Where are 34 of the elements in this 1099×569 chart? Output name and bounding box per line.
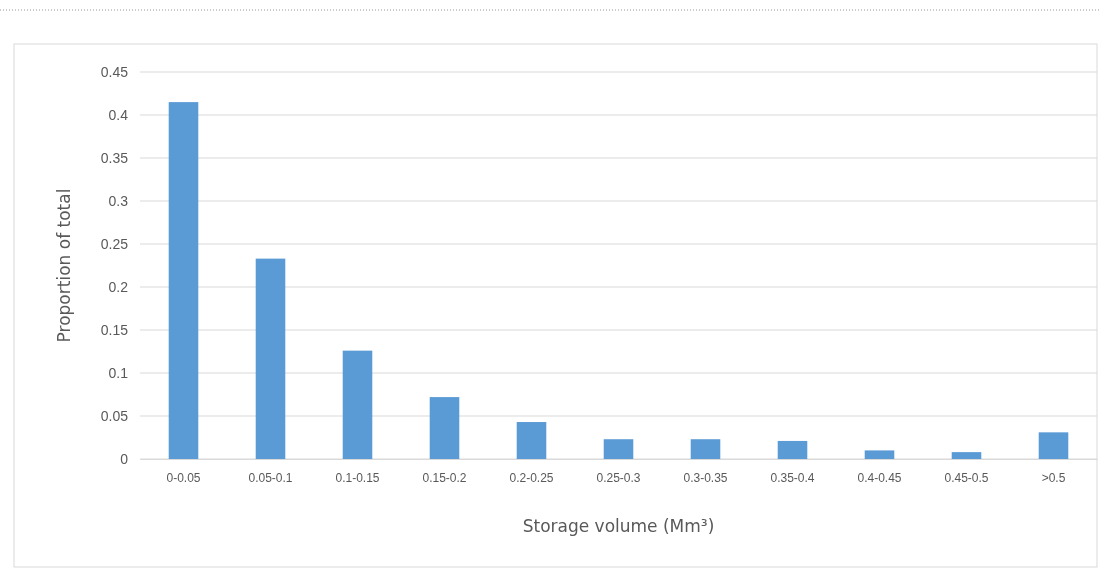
x-tick-label: 0.2-0.25 bbox=[509, 470, 554, 485]
bar bbox=[342, 350, 373, 459]
x-tick-label: 0.25-0.3 bbox=[596, 470, 641, 485]
bar bbox=[690, 439, 721, 459]
x-tick-label: 0.4-0.45 bbox=[857, 470, 902, 485]
bar bbox=[777, 440, 808, 459]
bar bbox=[168, 102, 199, 459]
x-tick-label: >0.5 bbox=[1041, 470, 1066, 485]
x-tick-label: 0.15-0.2 bbox=[422, 470, 467, 485]
bar bbox=[429, 397, 460, 459]
bar bbox=[951, 452, 982, 459]
y-tick-label: 0.45 bbox=[100, 63, 129, 80]
y-tick-label: 0.35 bbox=[100, 149, 129, 166]
x-tick-label: 0.05-0.1 bbox=[248, 470, 293, 485]
x-tick-label: 0.45-0.5 bbox=[944, 470, 989, 485]
y-tick-label: 0.2 bbox=[108, 278, 129, 295]
bar bbox=[516, 422, 547, 459]
bar bbox=[603, 439, 634, 459]
x-tick-label: 0.3-0.35 bbox=[683, 470, 728, 485]
y-tick-label: 0.4 bbox=[108, 106, 129, 123]
x-tick-label: 0.1-0.15 bbox=[335, 470, 380, 485]
y-tick-label: 0 bbox=[120, 450, 129, 467]
y-axis-title: Proportion of total bbox=[54, 188, 74, 343]
bar bbox=[1038, 432, 1069, 459]
y-tick-label: 0.3 bbox=[108, 192, 129, 209]
bar bbox=[864, 450, 895, 459]
y-tick-label: 0.05 bbox=[100, 407, 129, 424]
x-tick-label: 0.35-0.4 bbox=[770, 470, 815, 485]
x-tick-label: 0-0.05 bbox=[166, 470, 201, 485]
y-tick-label: 0.25 bbox=[100, 235, 129, 252]
y-tick-label: 0.1 bbox=[108, 364, 129, 381]
y-tick-label: 0.15 bbox=[100, 321, 129, 338]
bar bbox=[255, 258, 286, 459]
x-axis-title: Storage volume (Mm³) bbox=[522, 516, 715, 536]
